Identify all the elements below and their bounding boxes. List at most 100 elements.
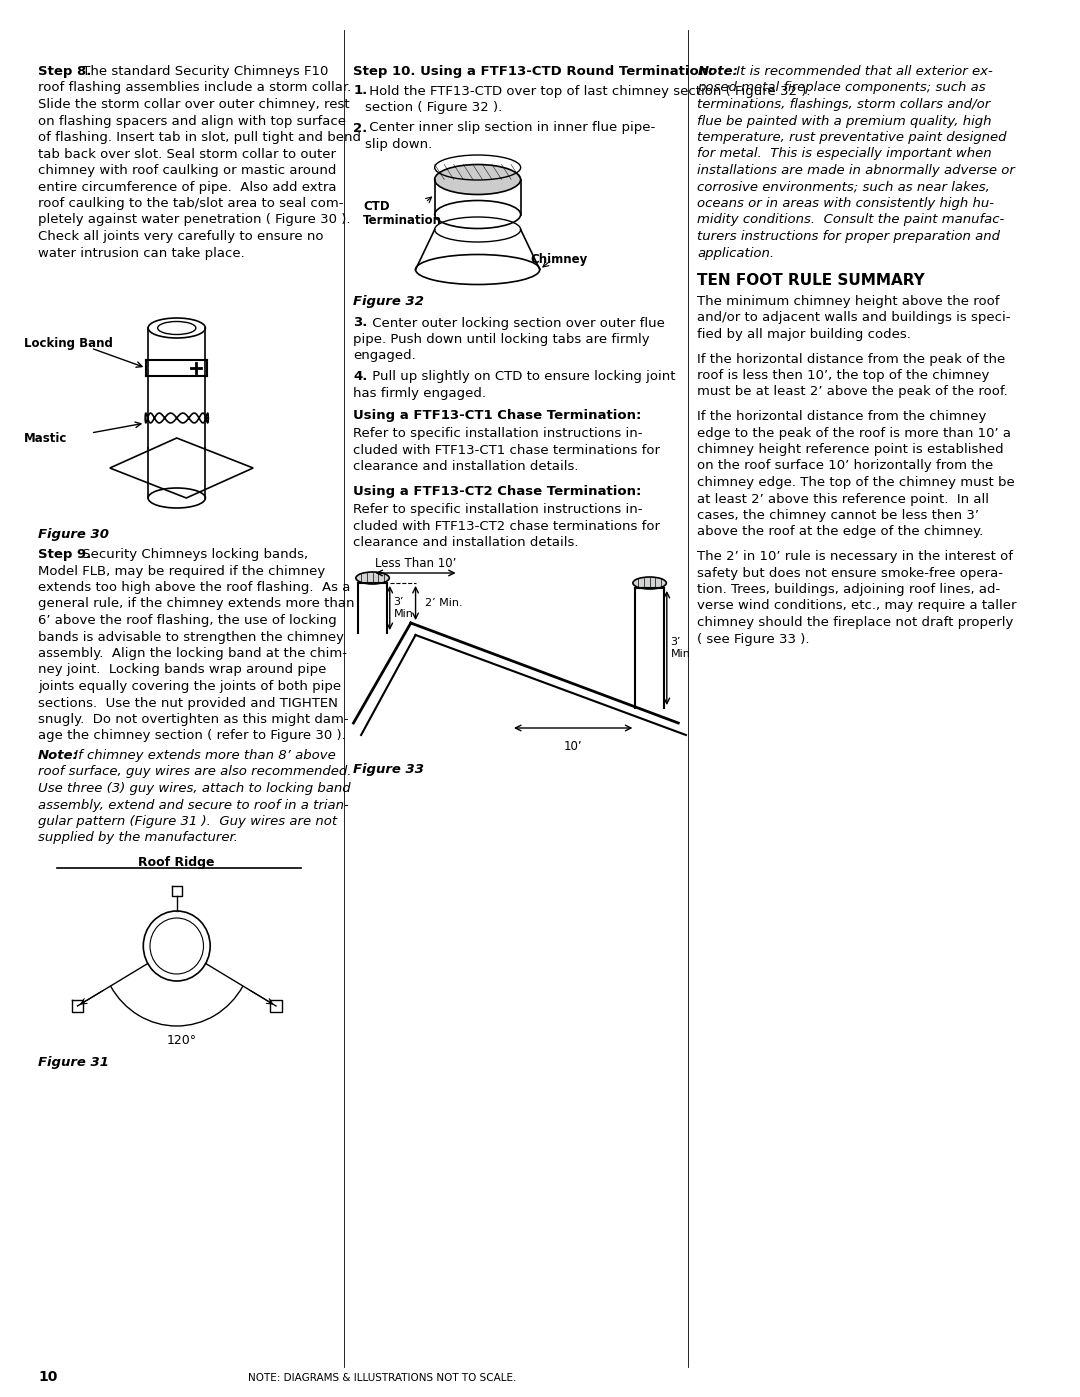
Text: CTD
Termination: CTD Termination: [363, 200, 442, 228]
Text: joints equally covering the joints of both pipe: joints equally covering the joints of bo…: [38, 680, 341, 693]
Text: Figure 33: Figure 33: [353, 763, 424, 775]
Text: ney joint.  Locking bands wrap around pipe: ney joint. Locking bands wrap around pip…: [38, 664, 326, 676]
Text: Chimney: Chimney: [530, 253, 588, 265]
Text: Security Chimneys locking bands,: Security Chimneys locking bands,: [79, 548, 309, 562]
Text: assembly, extend and secure to roof in a trian-: assembly, extend and secure to roof in a…: [38, 799, 349, 812]
Text: on flashing spacers and align with top surface: on flashing spacers and align with top s…: [38, 115, 347, 127]
Text: Pull up slightly on CTD to ensure locking joint: Pull up slightly on CTD to ensure lockin…: [368, 370, 675, 383]
Text: extends too high above the roof flashing.  As a: extends too high above the roof flashing…: [38, 581, 351, 594]
Text: cluded with FTF13-CT1 chase terminations for: cluded with FTF13-CT1 chase terminations…: [353, 444, 661, 457]
Text: Using a FTF13-CT2 Chase Termination:: Using a FTF13-CT2 Chase Termination:: [353, 485, 642, 497]
Text: 10’: 10’: [564, 740, 582, 753]
Ellipse shape: [633, 577, 666, 590]
Text: Less Than 10’: Less Than 10’: [375, 557, 456, 570]
Text: Slide the storm collar over outer chimney, rest: Slide the storm collar over outer chimne…: [38, 98, 350, 110]
Text: Step 10. Using a FTF13-CTD Round Termination:: Step 10. Using a FTF13-CTD Round Termina…: [353, 66, 714, 78]
Text: Refer to specific installation instructions in-: Refer to specific installation instructi…: [353, 503, 643, 517]
Text: for metal.  This is especially important when: for metal. This is especially important …: [698, 148, 993, 161]
Text: verse wind conditions, etc., may require a taller: verse wind conditions, etc., may require…: [698, 599, 1017, 612]
Text: entire circumference of pipe.  Also add extra: entire circumference of pipe. Also add e…: [38, 180, 337, 194]
Text: general rule, if the chimney extends more than: general rule, if the chimney extends mor…: [38, 598, 354, 610]
Text: The 2’ in 10’ rule is necessary in the interest of: The 2’ in 10’ rule is necessary in the i…: [698, 550, 1013, 563]
Text: Note:: Note:: [38, 749, 79, 761]
Text: section ( Figure 32 ).: section ( Figure 32 ).: [365, 101, 502, 115]
Text: sections.  Use the nut provided and TIGHTEN: sections. Use the nut provided and TIGHT…: [38, 697, 338, 710]
Text: chimney should the fireplace not draft properly: chimney should the fireplace not draft p…: [698, 616, 1014, 629]
Text: clearance and installation details.: clearance and installation details.: [353, 461, 579, 474]
Text: 120°: 120°: [166, 1034, 197, 1046]
Text: 1.: 1.: [353, 84, 367, 98]
Text: must be at least 2’ above the peak of the roof.: must be at least 2’ above the peak of th…: [698, 386, 1008, 398]
Text: Center inner slip section in inner flue pipe-: Center inner slip section in inner flue …: [365, 122, 656, 134]
Text: ( see Figure 33 ).: ( see Figure 33 ).: [698, 633, 810, 645]
Text: Roof Ridge: Roof Ridge: [138, 856, 215, 869]
Text: Locking Band: Locking Band: [24, 337, 112, 349]
Text: posed metal fireplace components; such as: posed metal fireplace components; such a…: [698, 81, 986, 95]
Text: 3.: 3.: [353, 317, 368, 330]
Text: roof flashing assemblies include a storm collar.: roof flashing assemblies include a storm…: [38, 81, 351, 95]
Text: on the roof surface 10’ horizontally from the: on the roof surface 10’ horizontally fro…: [698, 460, 994, 472]
Text: above the roof at the edge of the chimney.: above the roof at the edge of the chimne…: [698, 525, 984, 538]
Text: 3’
Min: 3’ Min: [393, 597, 414, 619]
Text: pletely against water penetration ( Figure 30 ).: pletely against water penetration ( Figu…: [38, 214, 351, 226]
Text: The standard Security Chimneys F10: The standard Security Chimneys F10: [79, 66, 328, 78]
Text: snugly.  Do not overtighten as this might dam-: snugly. Do not overtighten as this might…: [38, 712, 349, 726]
Text: 2’ Min.: 2’ Min.: [426, 598, 462, 608]
Text: corrosive environments; such as near lakes,: corrosive environments; such as near lak…: [698, 180, 990, 194]
Text: supplied by the manufacturer.: supplied by the manufacturer.: [38, 831, 239, 845]
Text: Figure 30: Figure 30: [38, 528, 109, 541]
Text: Refer to specific installation instructions in-: Refer to specific installation instructi…: [353, 427, 643, 440]
Text: and/or to adjacent walls and buildings is speci-: and/or to adjacent walls and buildings i…: [698, 312, 1011, 324]
Text: NOTE: DIAGRAMS & ILLUSTRATIONS NOT TO SCALE.: NOTE: DIAGRAMS & ILLUSTRATIONS NOT TO SC…: [248, 1373, 516, 1383]
Text: gular pattern (Figure 31 ).  Guy wires are not: gular pattern (Figure 31 ). Guy wires ar…: [38, 814, 337, 828]
Text: roof is less then 10’, the top of the chimney: roof is less then 10’, the top of the ch…: [698, 369, 989, 381]
Text: cluded with FTF13-CT2 chase terminations for: cluded with FTF13-CT2 chase terminations…: [353, 520, 661, 534]
Text: of flashing. Insert tab in slot, pull tight and bend: of flashing. Insert tab in slot, pull ti…: [38, 131, 361, 144]
Text: tab back over slot. Seal storm collar to outer: tab back over slot. Seal storm collar to…: [38, 148, 336, 161]
Text: Center outer locking section over outer flue: Center outer locking section over outer …: [368, 317, 664, 330]
Text: chimney with roof caulking or mastic around: chimney with roof caulking or mastic aro…: [38, 163, 337, 177]
Text: safety but does not ensure smoke-free opera-: safety but does not ensure smoke-free op…: [698, 567, 1003, 580]
Text: water intrusion can take place.: water intrusion can take place.: [38, 246, 245, 260]
Text: age the chimney section ( refer to Figure 30 ).: age the chimney section ( refer to Figur…: [38, 729, 346, 742]
Text: 10: 10: [38, 1370, 57, 1384]
Text: has firmly engaged.: has firmly engaged.: [353, 387, 486, 400]
Ellipse shape: [434, 165, 521, 194]
Text: temperature, rust preventative paint designed: temperature, rust preventative paint des…: [698, 131, 1007, 144]
Text: at least 2’ above this reference point.  In all: at least 2’ above this reference point. …: [698, 493, 989, 506]
Text: Mastic: Mastic: [24, 432, 67, 444]
Text: oceans or in areas with consistently high hu-: oceans or in areas with consistently hig…: [698, 197, 995, 210]
Text: If chimney extends more than 8’ above: If chimney extends more than 8’ above: [70, 749, 336, 761]
Text: Figure 31: Figure 31: [38, 1056, 109, 1069]
Text: Check all joints very carefully to ensure no: Check all joints very carefully to ensur…: [38, 231, 324, 243]
Text: Using a FTF13-CT1 Chase Termination:: Using a FTF13-CT1 Chase Termination:: [353, 409, 642, 422]
Text: application.: application.: [698, 246, 774, 260]
Text: edge to the peak of the roof is more than 10’ a: edge to the peak of the roof is more tha…: [698, 426, 1011, 440]
Text: tion. Trees, buildings, adjoining roof lines, ad-: tion. Trees, buildings, adjoining roof l…: [698, 583, 1001, 597]
Text: turers instructions for proper preparation and: turers instructions for proper preparati…: [698, 231, 1000, 243]
Text: Step 8.: Step 8.: [38, 66, 92, 78]
Text: Figure 32: Figure 32: [353, 295, 424, 307]
Text: clearance and installation details.: clearance and installation details.: [353, 536, 579, 549]
Text: 2.: 2.: [353, 122, 367, 134]
Text: 4.: 4.: [353, 370, 368, 383]
Text: roof caulking to the tab/slot area to seal com-: roof caulking to the tab/slot area to se…: [38, 197, 343, 210]
Text: The minimum chimney height above the roof: The minimum chimney height above the roo…: [698, 295, 1000, 307]
Text: assembly.  Align the locking band at the chim-: assembly. Align the locking band at the …: [38, 647, 347, 659]
Text: Use three (3) guy wires, attach to locking band: Use three (3) guy wires, attach to locki…: [38, 782, 351, 795]
Text: engaged.: engaged.: [353, 349, 416, 362]
Text: terminations, flashings, storm collars and/or: terminations, flashings, storm collars a…: [698, 98, 990, 110]
Text: If the horizontal distance from the peak of the: If the horizontal distance from the peak…: [698, 352, 1005, 366]
Text: chimney edge. The top of the chimney must be: chimney edge. The top of the chimney mus…: [698, 476, 1015, 489]
Text: roof surface, guy wires are also recommended.: roof surface, guy wires are also recomme…: [38, 766, 352, 778]
Text: pipe. Push down until locking tabs are firmly: pipe. Push down until locking tabs are f…: [353, 332, 650, 346]
Text: installations are made in abnormally adverse or: installations are made in abnormally adv…: [698, 163, 1015, 177]
Text: slip down.: slip down.: [365, 138, 432, 151]
Text: Model FLB, may be required if the chimney: Model FLB, may be required if the chimne…: [38, 564, 325, 577]
Text: cases, the chimney cannot be less then 3’: cases, the chimney cannot be less then 3…: [698, 509, 980, 522]
Ellipse shape: [158, 321, 195, 334]
Text: 6’ above the roof flashing, the use of locking: 6’ above the roof flashing, the use of l…: [38, 615, 337, 627]
Text: Note:: Note:: [698, 66, 739, 78]
Text: midity conditions.  Consult the paint manufac-: midity conditions. Consult the paint man…: [698, 214, 1004, 226]
Text: Hold the FTF13-CTD over top of last chimney section ( Figure 32 ).: Hold the FTF13-CTD over top of last chim…: [365, 84, 810, 98]
